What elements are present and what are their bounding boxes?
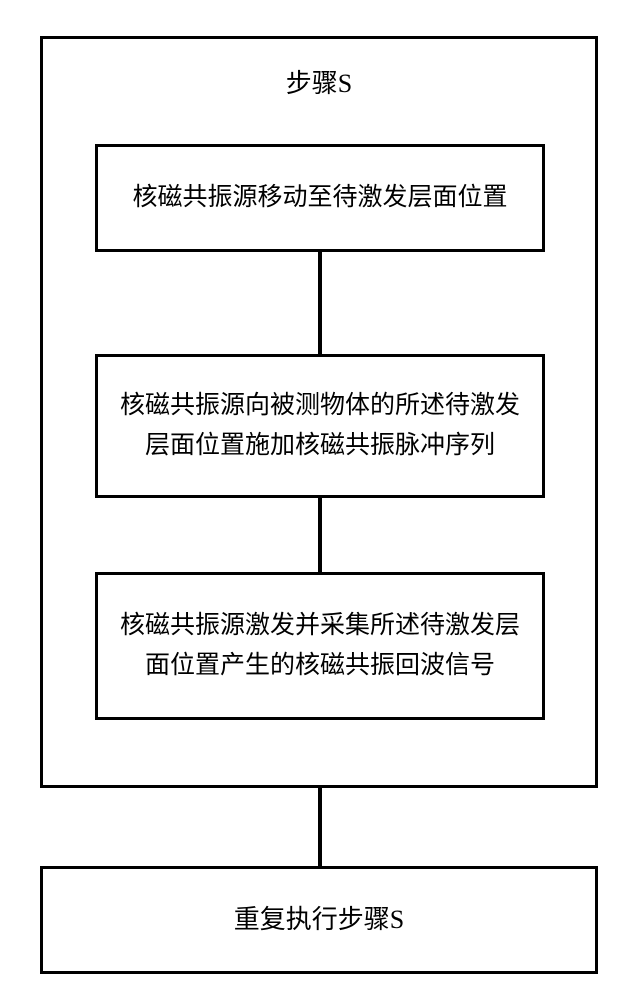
node-collect-echo-text: 核磁共振源激发并采集所述待激发层面位置产生的核磁共振回波信号: [118, 606, 522, 686]
node-repeat-text: 重复执行步骤S: [234, 899, 404, 941]
node-apply-pulse-text: 核磁共振源向被测物体的所述待激发层面位置施加核磁共振脉冲序列: [118, 386, 522, 466]
edge-outer-n4: [318, 788, 322, 866]
edge-n1-n2: [318, 252, 322, 354]
node-move-source-text: 核磁共振源移动至待激发层面位置: [132, 178, 507, 218]
step-s-title: 步骤S: [43, 63, 595, 100]
node-move-source: 核磁共振源移动至待激发层面位置: [95, 144, 545, 252]
edge-n2-n3: [318, 498, 322, 572]
node-repeat: 重复执行步骤S: [40, 866, 598, 974]
node-collect-echo: 核磁共振源激发并采集所述待激发层面位置产生的核磁共振回波信号: [95, 572, 545, 720]
node-apply-pulse: 核磁共振源向被测物体的所述待激发层面位置施加核磁共振脉冲序列: [95, 354, 545, 498]
